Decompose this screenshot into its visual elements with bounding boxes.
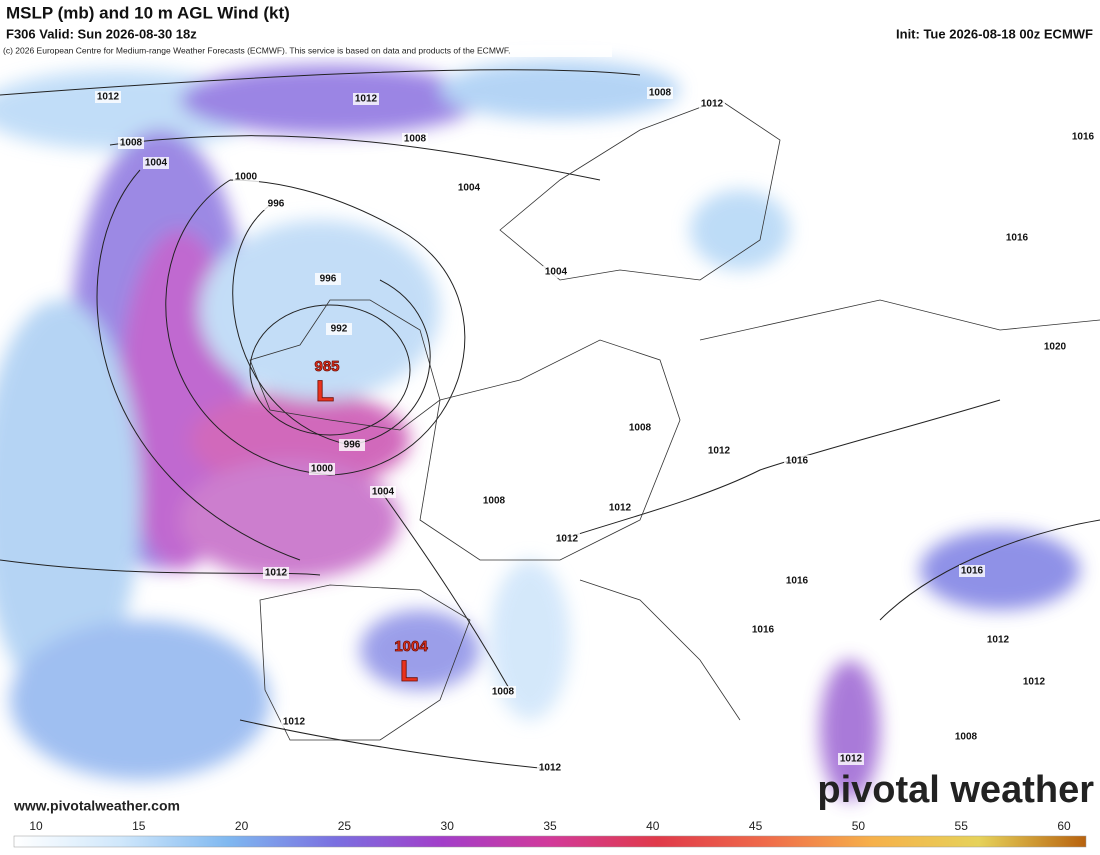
isobar-label-bg <box>838 753 864 765</box>
isobar-label: 1012 <box>1023 677 1046 688</box>
isobar-label-bg <box>1021 676 1047 688</box>
isobar-label: 1012 <box>708 446 731 457</box>
isobar-label: 1012 <box>609 503 632 514</box>
isobar-label: 1008 <box>649 88 672 99</box>
isobar-label: 1004 <box>458 183 481 194</box>
isobar-label: 1012 <box>355 94 378 105</box>
isobar-label: 1008 <box>629 423 652 434</box>
isobar-label: 1008 <box>120 138 143 149</box>
isobar-label-bg <box>326 323 352 335</box>
isobar-label: 1016 <box>1072 132 1095 143</box>
isobar-label: 1012 <box>556 534 579 545</box>
isobar-label: 1008 <box>955 732 978 743</box>
isobar-label-bg <box>543 266 569 278</box>
low-pressure: 1004 <box>394 638 428 655</box>
colorbar-tick-label: 60 <box>1057 819 1071 833</box>
isobar-label-bg <box>959 565 985 577</box>
isobar-label: 1012 <box>97 92 120 103</box>
isobar-label-bg <box>353 93 379 105</box>
isobar-label: 996 <box>344 440 361 451</box>
isobar-label-bg <box>490 686 516 698</box>
isobar-label-bg <box>985 634 1011 646</box>
isobar-label-bg <box>456 182 482 194</box>
isobar-label-bg <box>402 133 428 145</box>
init-time: Init: Tue 2026-08-18 00z ECMWF <box>896 26 1093 41</box>
isobar-label-bg <box>263 198 289 210</box>
isobar-label: 1012 <box>987 635 1010 646</box>
isobar-label-bg <box>281 716 307 728</box>
colorbar-tick-label: 25 <box>338 819 352 833</box>
colorbar-tick-label: 15 <box>132 819 146 833</box>
colorbar-tick-label: 30 <box>441 819 455 833</box>
isobar-label: 992 <box>331 324 348 335</box>
isobar-label-bg <box>784 455 810 467</box>
low-pressure: 985 <box>314 358 339 375</box>
isobar-label-bg <box>627 422 653 434</box>
valid-time: F306 Valid: Sun 2026-08-30 18z <box>6 26 197 41</box>
isobar-label: 1008 <box>483 496 506 507</box>
isobar-label: 1012 <box>701 99 724 110</box>
isobar-label: 1016 <box>1006 233 1029 244</box>
isobar-label-bg <box>339 439 365 451</box>
website: www.pivotalweather.com <box>13 798 180 814</box>
colorbar-tick-label: 40 <box>646 819 660 833</box>
colorbar <box>13 835 1087 848</box>
low-symbol: L <box>400 655 418 688</box>
isobar-label-bg <box>370 486 396 498</box>
isobar-label-bg <box>233 171 259 183</box>
isobar-label: 1004 <box>372 487 395 498</box>
title: MSLP (mb) and 10 m AGL Wind (kt) <box>6 3 290 22</box>
isobar-label-bg <box>118 137 144 149</box>
isobar-label: 1016 <box>786 456 809 467</box>
isobar-label-bg <box>315 273 341 285</box>
isobar-label: 1008 <box>492 687 515 698</box>
isobar-label: 1016 <box>961 566 984 577</box>
colorbar-tick-label: 45 <box>749 819 763 833</box>
colorbar-tick-label: 35 <box>543 819 557 833</box>
isobar-label: 1004 <box>545 267 568 278</box>
isobar-label: 1012 <box>283 717 306 728</box>
isobar-label-bg <box>95 91 121 103</box>
isobar-label: 996 <box>268 199 285 210</box>
isobar-label-bg <box>309 463 335 475</box>
isobar-label: 1012 <box>539 763 562 774</box>
isobar-label: 1000 <box>235 172 258 183</box>
isobar-label-bg <box>607 502 633 514</box>
isobar-label: 1016 <box>786 576 809 587</box>
isobar-label-bg <box>143 157 169 169</box>
isobar-label: 1020 <box>1044 342 1067 353</box>
isobar-label-bg <box>706 445 732 457</box>
isobar-label-bg <box>953 731 979 743</box>
isobar-label-bg <box>481 495 507 507</box>
coastlines <box>249 99 1100 741</box>
isobar-label: 1016 <box>752 625 775 636</box>
isobar-label-bg <box>1004 232 1030 244</box>
colorbar-tick-label: 20 <box>235 819 249 833</box>
isobar-label-bg <box>537 762 563 774</box>
isobar-label-bg <box>554 533 580 545</box>
isobar-label: 1012 <box>265 568 288 579</box>
isobar-label-bg <box>1042 341 1068 353</box>
isobar-label-bg <box>784 575 810 587</box>
copyright-bg <box>0 45 612 57</box>
low-symbol: L <box>316 375 334 408</box>
isobar-label: 996 <box>320 274 337 285</box>
isobar-label-bg <box>647 87 673 99</box>
isobar-label-bg <box>1070 131 1096 143</box>
logo: pivotal weather <box>817 769 1094 811</box>
isobar-label: 1000 <box>311 464 334 475</box>
isobar-label-bg <box>750 624 776 636</box>
colorbar-tick-label: 55 <box>955 819 969 833</box>
isobar-label-bg <box>263 567 289 579</box>
copyright: (c) 2026 European Centre for Medium-rang… <box>3 45 511 55</box>
colorbar-tick-label: 50 <box>852 819 866 833</box>
isobar-label: 1012 <box>840 754 863 765</box>
wind-shading <box>0 60 1080 800</box>
isobar-label: 1008 <box>404 134 427 145</box>
isobar-label: 1004 <box>145 158 168 169</box>
colorbar-tick-label: 10 <box>29 819 43 833</box>
isobar-label-bg <box>699 98 725 110</box>
